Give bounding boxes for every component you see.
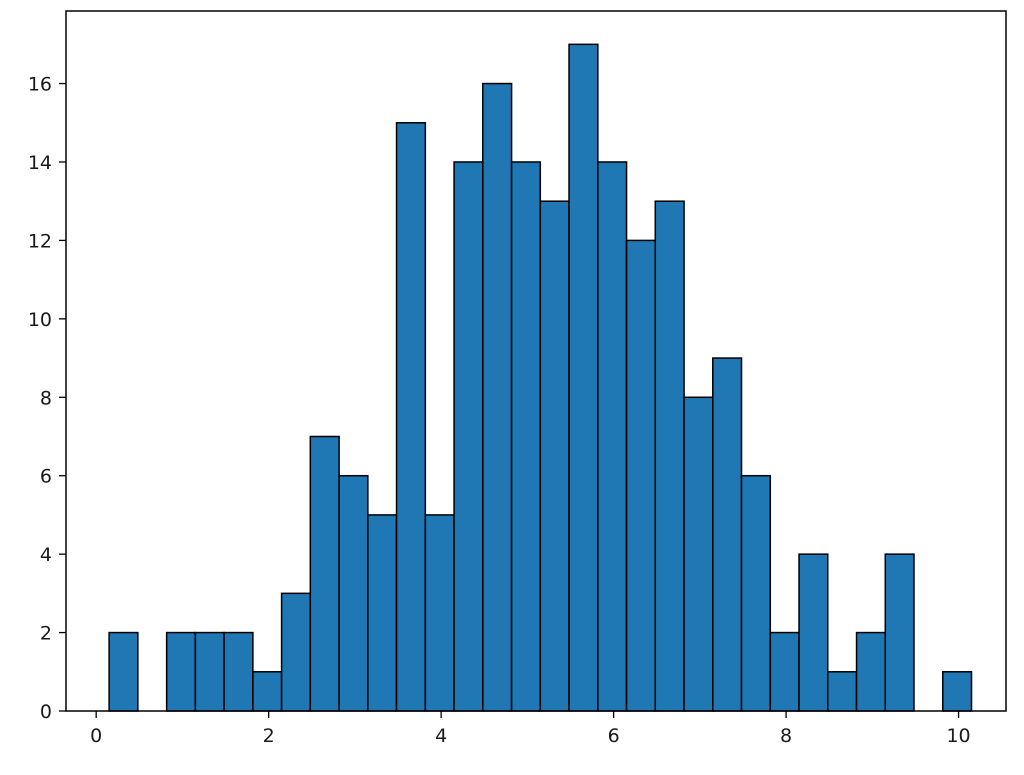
y-tick-label: 14 <box>28 152 52 174</box>
y-tick-label: 2 <box>40 623 52 645</box>
plot-frame <box>65 10 1007 712</box>
y-tick-label: 6 <box>40 466 52 488</box>
histogram-bar <box>597 161 628 712</box>
histogram-bar <box>826 671 858 712</box>
histogram-bar <box>108 631 139 712</box>
bars-group <box>108 43 973 712</box>
x-axis-ticks: 0 2 4 6 8 10 <box>90 711 971 747</box>
histogram-bar <box>453 161 484 712</box>
y-tick-label: 0 <box>40 701 52 723</box>
histogram-bar <box>395 122 427 712</box>
histogram-bar <box>712 357 743 712</box>
y-tick-label: 16 <box>28 74 52 96</box>
x-tick-label: 8 <box>780 725 792 747</box>
x-tick-label: 0 <box>90 725 102 747</box>
histogram-bar <box>338 474 369 712</box>
histogram-bar <box>309 435 340 712</box>
y-tick-label: 8 <box>40 387 52 409</box>
histogram-bar <box>740 474 772 712</box>
histogram-bar <box>280 592 312 712</box>
y-tick-label: 12 <box>28 230 52 252</box>
histogram-bar <box>884 553 915 712</box>
y-axis-ticks: 0 2 4 6 8 10 12 14 16 <box>28 74 66 723</box>
y-tick-label: 4 <box>40 544 52 566</box>
x-tick-label: 6 <box>608 725 620 747</box>
histogram-bar <box>252 671 283 712</box>
histogram-bar <box>654 200 685 712</box>
histogram-bar <box>165 631 197 712</box>
histogram-bar <box>942 671 973 712</box>
histogram-bar <box>223 631 254 712</box>
histogram-bar <box>568 43 599 712</box>
histogram-bar <box>625 239 657 712</box>
y-tick-label: 10 <box>28 309 52 331</box>
histogram-bar <box>855 631 887 712</box>
histogram-bar <box>194 631 225 712</box>
x-tick-label: 2 <box>263 725 275 747</box>
histogram-bar <box>367 514 398 712</box>
histogram-bar <box>683 396 714 712</box>
x-tick-label: 4 <box>435 725 447 747</box>
histogram-bar <box>482 82 513 712</box>
histogram-bar <box>424 514 455 712</box>
histogram-bar <box>798 553 829 712</box>
histogram-bar <box>769 631 800 712</box>
x-tick-label: 10 <box>946 725 970 747</box>
histogram-bar <box>539 200 570 712</box>
histogram-bar <box>510 161 542 712</box>
